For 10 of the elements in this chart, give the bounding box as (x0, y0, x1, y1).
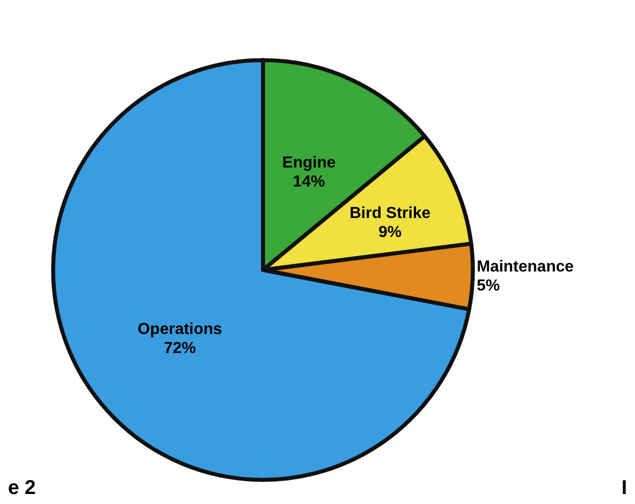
slice-label: Maintenance (476, 258, 574, 276)
data-label: 72% (164, 340, 196, 357)
text: e 2 (8, 477, 36, 499)
slice-label: Engine (282, 154, 336, 172)
text: I (621, 477, 628, 499)
data-label: 5% (476, 278, 500, 295)
data-label: 14% (292, 173, 325, 190)
slice-label: Operations (138, 320, 222, 338)
data-label: 9% (378, 224, 402, 242)
slice-label: Bird Strike (350, 205, 431, 222)
